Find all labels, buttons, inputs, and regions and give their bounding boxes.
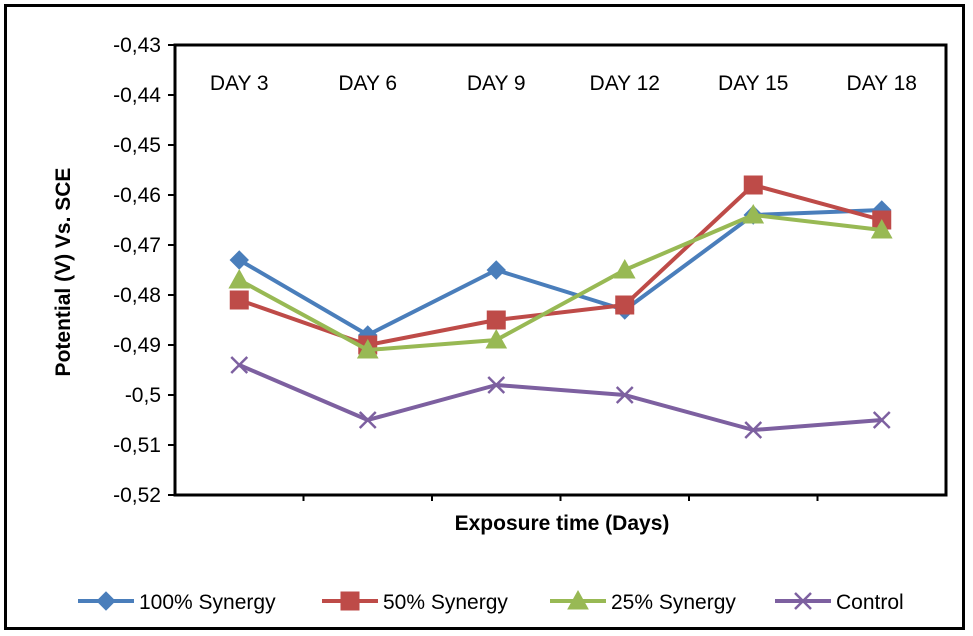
x-marker-stroke xyxy=(487,376,506,394)
legend: 100% Synergy 50% Synergy 25% Synergy Contro… xyxy=(78,589,904,614)
data-point xyxy=(228,268,251,289)
y-tick-label: -0,52 xyxy=(113,484,161,507)
data-point xyxy=(358,411,377,429)
y-tick-label: -0,45 xyxy=(113,134,161,157)
legend-marker xyxy=(340,591,360,611)
data-point xyxy=(356,338,379,359)
data-point xyxy=(743,175,763,195)
data-point xyxy=(742,203,765,224)
x-marker-stroke xyxy=(230,356,249,374)
x-marker-stroke xyxy=(615,386,634,404)
data-point xyxy=(615,295,635,315)
data-point xyxy=(486,310,506,330)
y-tick-label: -0,47 xyxy=(113,234,161,257)
y-tick-label: -0,43 xyxy=(113,34,161,57)
legend-label: 50% Synergy xyxy=(383,591,508,614)
x-category-label: DAY 18 xyxy=(847,72,917,95)
y-tick-label: -0,44 xyxy=(113,84,161,107)
x-marker-stroke xyxy=(358,411,377,429)
series-line xyxy=(238,213,882,352)
chart-frame xyxy=(4,4,965,630)
y-tick-label: -0,48 xyxy=(113,284,161,307)
legend-label: Control xyxy=(836,591,904,614)
plot-border xyxy=(173,43,948,497)
y-tick-label: -0,51 xyxy=(113,434,161,457)
y-axis-title: Potential (V) Vs. SCE xyxy=(52,168,75,377)
x-marker-stroke xyxy=(744,421,763,439)
data-point xyxy=(230,356,249,374)
x-category-label: DAY 9 xyxy=(467,72,526,95)
legend-marker xyxy=(96,591,116,611)
x-marker-stroke xyxy=(794,592,812,610)
legend-marker xyxy=(567,589,589,610)
data-point xyxy=(613,258,636,279)
y-tick-label: -0,49 xyxy=(113,334,161,357)
x-category-label: DAY 3 xyxy=(210,72,269,95)
data-point xyxy=(229,250,249,270)
data-point xyxy=(487,376,506,394)
x-marker-stroke xyxy=(872,411,891,429)
series-line xyxy=(238,183,883,347)
y-tick-label: -0,46 xyxy=(113,184,161,207)
legend-marker xyxy=(794,592,812,610)
series-line xyxy=(238,208,882,337)
legend-label: 25% Synergy xyxy=(611,591,736,614)
data-point xyxy=(872,411,891,429)
x-axis-title: Exposure time (Days) xyxy=(455,512,670,535)
x-category-label: DAY 15 xyxy=(718,72,788,95)
data-point xyxy=(229,290,249,310)
data-point xyxy=(615,386,634,404)
y-tick-label: -0,5 xyxy=(125,384,161,407)
plot-area: -0,43 -0,44 -0,45 -0,46 -0,47 -0,48 -0,49 -0,5 -… xyxy=(113,34,948,507)
legend-label: 100% Synergy xyxy=(139,591,276,614)
x-category-label: DAY 6 xyxy=(338,72,397,95)
series-line xyxy=(238,363,882,432)
data-point xyxy=(870,218,893,239)
data-point xyxy=(485,328,508,349)
x-category-label: DAY 12 xyxy=(590,72,660,95)
data-point xyxy=(744,421,763,439)
data-point xyxy=(486,260,506,280)
